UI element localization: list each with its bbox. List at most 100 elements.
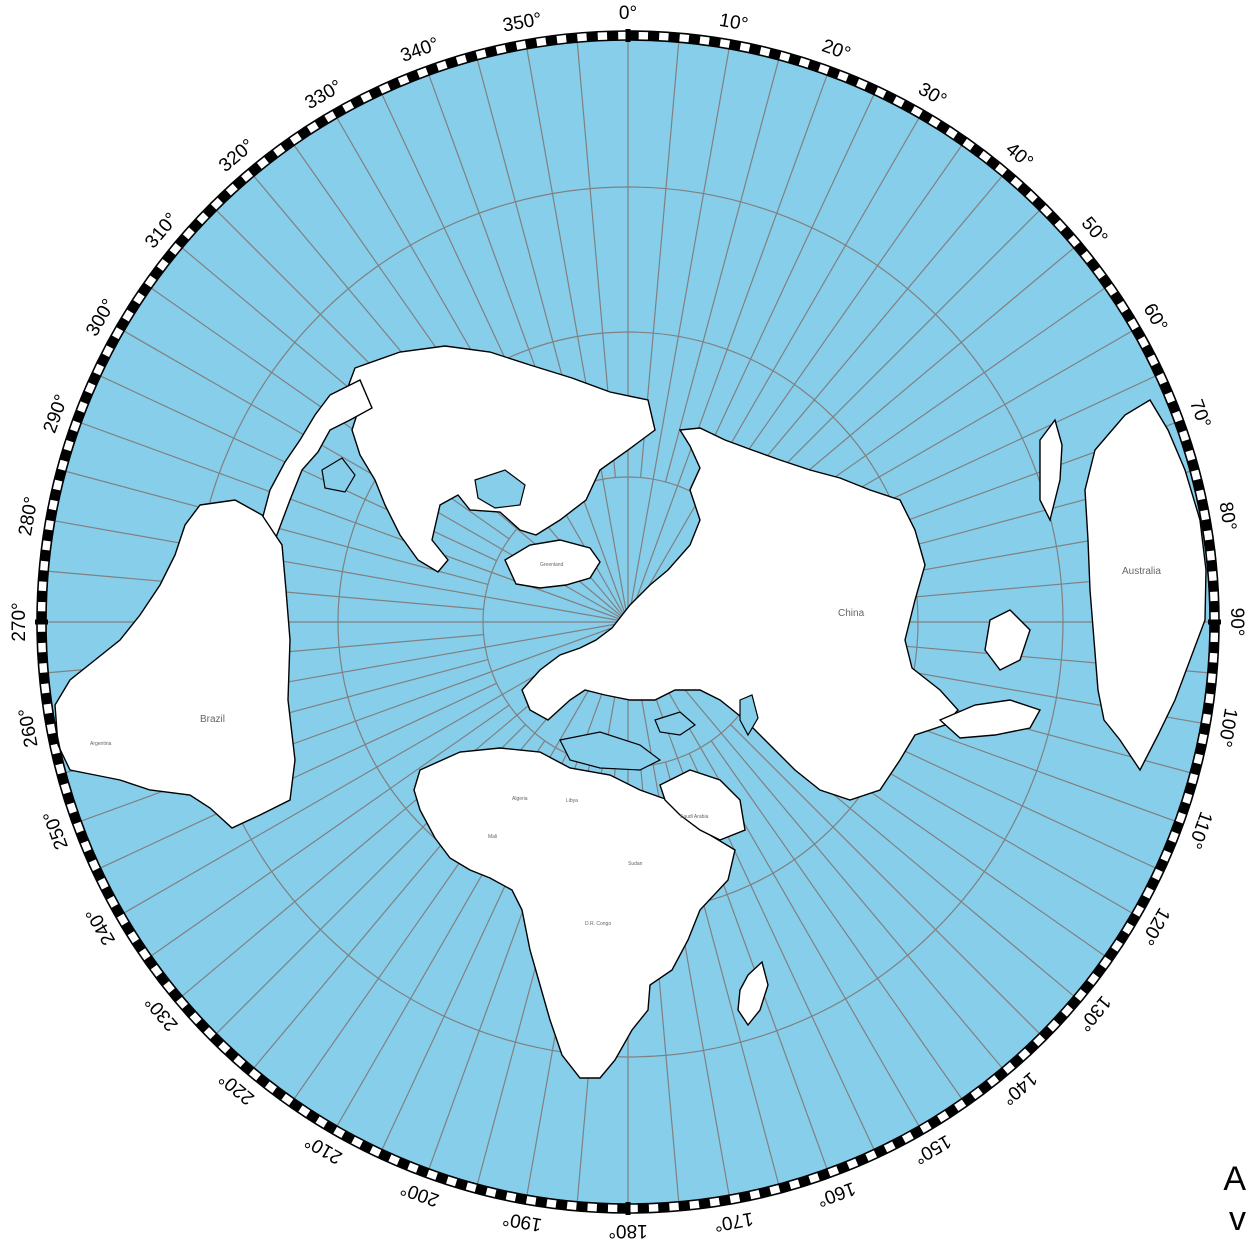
degree-label: 210°: [301, 1130, 346, 1168]
border-segment: [566, 33, 578, 44]
edge-text-line2: v: [1229, 1200, 1246, 1238]
border-segment: [435, 1172, 449, 1185]
degree-label: 120°: [1136, 904, 1174, 949]
border-segment: [49, 489, 61, 501]
degree-label: 10°: [718, 10, 750, 36]
border-segment: [359, 1140, 373, 1154]
border-segment: [425, 63, 439, 76]
border-segment: [749, 43, 761, 55]
border-tick: [1121, 308, 1130, 314]
border-segment: [1201, 519, 1212, 531]
border-segment: [1116, 930, 1130, 944]
degree-label: 30°: [915, 79, 950, 112]
border-segment: [698, 1198, 711, 1209]
label-australia: Australia: [1122, 566, 1161, 577]
border-segment: [1067, 996, 1081, 1010]
border-segment: [387, 77, 401, 91]
degree-label: 310°: [141, 209, 182, 253]
border-segment: [101, 886, 115, 900]
border-segment: [96, 353, 110, 367]
border-segment: [41, 692, 52, 705]
border-segment: [248, 162, 262, 177]
border-tick: [1206, 682, 1216, 685]
black-sea: [654, 711, 696, 736]
meridian-line: [428, 74, 629, 623]
meridian-line: [688, 94, 875, 491]
indonesia: [938, 699, 1042, 739]
border-segment: [901, 100, 915, 113]
border-segment: [1167, 400, 1180, 414]
border-segment: [1205, 682, 1216, 695]
border-segment: [195, 1018, 210, 1033]
border-segment: [138, 283, 152, 297]
meridian-line: [664, 59, 780, 483]
border-segment: [264, 150, 278, 164]
border-segment: [1204, 539, 1215, 552]
border-segment: [768, 48, 781, 60]
border-segment: [297, 126, 312, 140]
border-segment: [445, 56, 458, 69]
border-segment: [106, 335, 119, 349]
degree-label: 180°: [608, 1220, 647, 1241]
degree-label: 80°: [1214, 500, 1240, 532]
label-dr-congo: D.R. Congo: [585, 921, 611, 927]
border-segment: [280, 137, 295, 152]
border-segment: [986, 156, 1000, 170]
meridian-line: [526, 48, 629, 623]
degree-label: 100°: [1213, 706, 1241, 748]
border-segment: [1187, 459, 1199, 472]
meridian-line: [627, 621, 1003, 1069]
border-segment: [729, 39, 741, 51]
border-segment: [1208, 580, 1219, 592]
arabian-peninsula: [659, 769, 746, 841]
border-segment: [88, 372, 101, 386]
border-segment: [873, 1145, 888, 1158]
border-segment: [576, 1201, 588, 1212]
border-segment: [232, 175, 247, 190]
border-segment: [397, 1157, 410, 1170]
border-segment: [778, 1181, 791, 1193]
border-segment: [586, 31, 598, 42]
degree-label: 260°: [15, 706, 43, 748]
border-segment: [132, 938, 146, 953]
border-segment: [65, 429, 78, 443]
meridian-line: [710, 144, 963, 504]
border-segment: [555, 1199, 568, 1210]
gulf-of-mexico: [321, 457, 356, 493]
border-segment: [1159, 381, 1173, 395]
border-segment: [1184, 782, 1197, 795]
border-segment: [52, 752, 64, 765]
border-segment: [1046, 211, 1061, 226]
border-segment: [1039, 1026, 1054, 1040]
border-segment: [80, 391, 93, 404]
australia: [1084, 399, 1207, 772]
border-segment: [156, 972, 170, 986]
meridian-line: [100, 682, 497, 869]
degree-label: 20°: [819, 35, 853, 65]
label-mali: Mali: [488, 834, 497, 840]
mediterranean-sea: [559, 731, 662, 771]
border-segment: [846, 74, 859, 87]
border-tick: [565, 1200, 568, 1210]
border-segment: [76, 830, 89, 844]
border-tick: [1194, 488, 1204, 492]
caspian-sea: [739, 694, 759, 737]
border-segment: [44, 713, 55, 725]
border-segment: [1132, 326, 1145, 340]
inland-waters: [321, 457, 759, 771]
meridian-line: [710, 740, 963, 1100]
label-sudan: Sudan: [628, 861, 643, 867]
border-segment: [883, 90, 897, 104]
north-america: [344, 345, 656, 573]
border-segment: [864, 82, 878, 95]
meridian-line: [80, 422, 629, 623]
degree-label: 130°: [1073, 991, 1114, 1035]
border-tick: [155, 971, 164, 979]
alaska: [261, 379, 373, 542]
degree-label: 190°: [501, 1207, 543, 1235]
border-segment: [121, 921, 135, 936]
border-segment: [168, 988, 183, 1002]
border-segment: [188, 218, 203, 233]
border-segment: [688, 34, 701, 45]
